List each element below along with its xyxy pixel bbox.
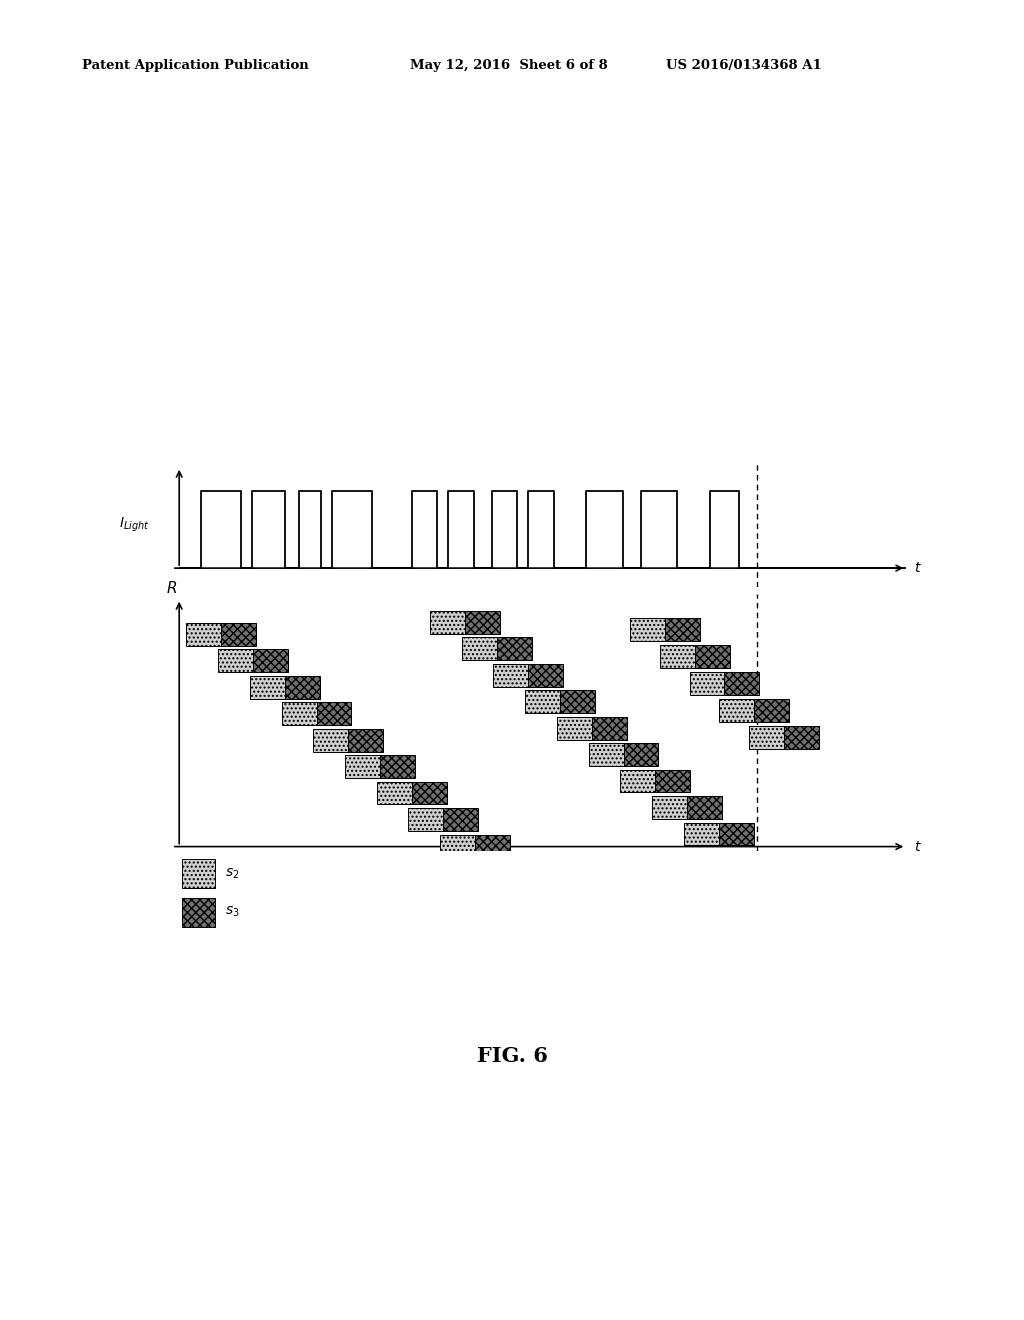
- Bar: [659, 645, 694, 668]
- Bar: [380, 755, 415, 777]
- Bar: [589, 743, 624, 766]
- Text: May 12, 2016  Sheet 6 of 8: May 12, 2016 Sheet 6 of 8: [410, 59, 607, 73]
- Text: $I_{Light}$: $I_{Light}$: [120, 516, 151, 533]
- Bar: [624, 743, 658, 766]
- Bar: [462, 638, 497, 660]
- Bar: [348, 729, 383, 751]
- Text: $s_2$: $s_2$: [225, 867, 240, 882]
- Bar: [186, 623, 221, 645]
- Bar: [345, 755, 380, 777]
- Bar: [719, 822, 754, 845]
- Bar: [494, 664, 528, 686]
- Text: Patent Application Publication: Patent Application Publication: [82, 59, 308, 73]
- Bar: [557, 717, 592, 739]
- Bar: [621, 770, 655, 792]
- Text: $t$: $t$: [913, 840, 922, 854]
- Bar: [430, 611, 465, 634]
- Bar: [182, 859, 215, 888]
- Text: $t$: $t$: [913, 561, 922, 576]
- Text: $R$: $R$: [166, 581, 177, 597]
- Bar: [560, 690, 595, 713]
- Bar: [655, 770, 690, 792]
- Bar: [282, 702, 316, 725]
- Bar: [592, 717, 627, 739]
- Bar: [665, 618, 699, 642]
- Bar: [725, 672, 760, 696]
- Bar: [497, 638, 531, 660]
- Text: FIG. 6: FIG. 6: [476, 1045, 548, 1067]
- Bar: [316, 702, 351, 725]
- Bar: [412, 781, 446, 804]
- Text: US 2016/0134368 A1: US 2016/0134368 A1: [666, 59, 821, 73]
- Bar: [221, 623, 256, 645]
- Bar: [652, 796, 687, 818]
- Bar: [475, 834, 510, 858]
- Bar: [720, 700, 755, 722]
- Bar: [377, 781, 412, 804]
- Bar: [313, 729, 348, 751]
- Bar: [253, 649, 288, 672]
- Bar: [440, 834, 475, 858]
- Bar: [684, 822, 719, 845]
- Bar: [687, 796, 722, 818]
- Bar: [250, 676, 285, 698]
- Bar: [750, 726, 784, 750]
- Bar: [182, 898, 215, 927]
- Bar: [218, 649, 253, 672]
- Bar: [694, 645, 729, 668]
- Bar: [285, 676, 319, 698]
- Text: $s_3$: $s_3$: [225, 906, 240, 920]
- Bar: [630, 618, 665, 642]
- Bar: [443, 808, 478, 832]
- Bar: [689, 672, 724, 696]
- Bar: [525, 690, 560, 713]
- Bar: [784, 726, 819, 750]
- Bar: [409, 808, 443, 832]
- Bar: [528, 664, 563, 686]
- Bar: [755, 700, 790, 722]
- Bar: [465, 611, 500, 634]
